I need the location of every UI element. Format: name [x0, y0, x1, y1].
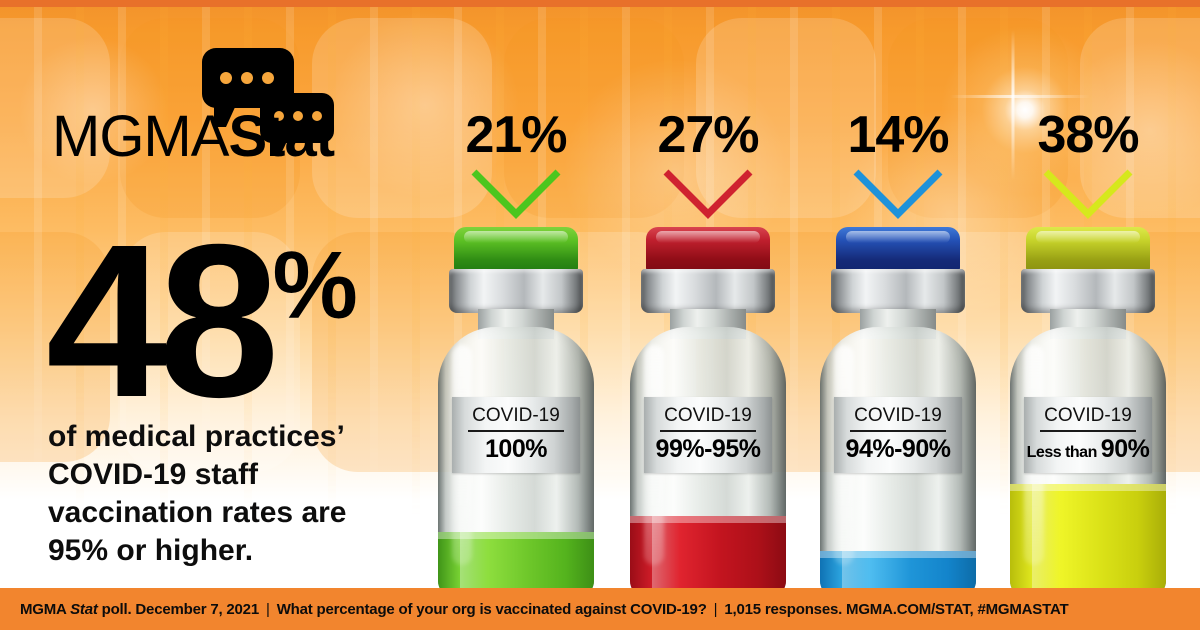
- vial-label-title-2: COVID-19: [664, 404, 752, 426]
- vial-label-divider-1: [468, 429, 564, 432]
- callout-percent-4: 38%: [1037, 106, 1139, 164]
- top-accent-bar: [0, 0, 1200, 7]
- logo-mgma-text: MGMA: [52, 104, 229, 169]
- vial-collar-3: [831, 269, 965, 313]
- vial-label-title-3: COVID-19: [854, 404, 942, 426]
- speech-bubble-large-dots-icon: [220, 72, 274, 84]
- footer-responses: 1,015 responses. MGMA.COM/STAT, #MGMASTA…: [724, 600, 1069, 618]
- vial-label-1: COVID-19 100%: [452, 397, 580, 473]
- vial-cap-3: [836, 227, 960, 273]
- vial-label-divider-3: [850, 429, 946, 432]
- vial-1: COVID-19 100%: [432, 227, 600, 609]
- footer-source-rest: poll. December 7, 2021: [97, 600, 260, 618]
- glow-ray-vertical: [1011, 30, 1015, 180]
- vial-label-value-1: 100%: [485, 434, 547, 466]
- vial-label-value-2: 99%-95%: [655, 434, 761, 466]
- vial-cap-2: [646, 227, 770, 273]
- headline-statistic: 48 %: [46, 200, 358, 443]
- vial-cap-1: [454, 227, 578, 273]
- vial-collar-2: [641, 269, 775, 313]
- vial-label-number-2: 99%-95%: [655, 434, 761, 463]
- callout-percent-3: 14%: [847, 106, 949, 164]
- speech-bubble-small-dots-icon: [274, 111, 322, 121]
- vial-label-2: COVID-19 99%-95%: [644, 397, 772, 473]
- footer-source: MGMA: [20, 600, 71, 618]
- headline-line-2: COVID-19 staff: [48, 458, 259, 491]
- vial-4: COVID-19 Less than 90%: [1004, 227, 1172, 609]
- footer-separator-2: |: [713, 600, 718, 618]
- mgma-stat-logo: MGMAStat: [52, 48, 372, 168]
- vial-label-divider-2: [660, 429, 756, 432]
- footer-question: What percentage of your org is vaccinate…: [276, 600, 707, 618]
- speech-bubble-large-tail-icon: [214, 105, 236, 127]
- vial-collar-1: [449, 269, 583, 313]
- chevron-down-icon-2: [663, 169, 753, 219]
- callout-percent-2: 27%: [657, 106, 759, 164]
- footer-source-italic: Stat: [70, 600, 98, 618]
- vial-label-divider-4: [1040, 429, 1136, 432]
- vial-label-prefix-4: Less than: [1026, 443, 1101, 461]
- callout-vial-3: 14%: [808, 108, 988, 222]
- vial-label-number-4: 90%: [1100, 434, 1150, 463]
- vial-2: COVID-19 99%-95%: [624, 227, 792, 609]
- headline-line-4: 95% or higher.: [48, 534, 254, 567]
- chevron-down-icon-1: [471, 169, 561, 219]
- vial-label-title-4: COVID-19: [1044, 404, 1132, 426]
- chevron-down-icon-4: [1043, 169, 1133, 219]
- vial-label-title-1: COVID-19: [472, 404, 560, 426]
- headline-line-3: vaccination rates are: [48, 496, 347, 529]
- logo-stat-text: Stat: [228, 104, 335, 169]
- footer-bar: MGMA Stat poll. December 7, 2021 | What pe…: [0, 588, 1200, 630]
- callout-vial-4: 38%: [998, 108, 1178, 222]
- vial-3: COVID-19 94%-90%: [814, 227, 982, 609]
- callout-vial-2: 27%: [618, 108, 798, 222]
- callout-vial-1: 21%: [426, 108, 606, 222]
- vial-label-4: COVID-19 Less than 90%: [1024, 397, 1152, 473]
- callout-percent-1: 21%: [465, 106, 567, 164]
- footer-source-line: MGMA Stat poll. December 7, 2021 | What pe…: [0, 600, 1069, 618]
- vial-label-3: COVID-19 94%-90%: [834, 397, 962, 473]
- headline-description: of medical practices’ COVID-19 staff vac…: [48, 418, 448, 570]
- glow-ray-horizontal: [950, 95, 1090, 98]
- chevron-down-icon-3: [853, 169, 943, 219]
- footer-separator-1: |: [265, 600, 270, 618]
- logo-wordmark: MGMAStat: [52, 108, 335, 166]
- vial-cap-4: [1026, 227, 1150, 273]
- speech-bubble-small-tail-icon: [270, 139, 288, 156]
- vial-label-value-4: Less than 90%: [1026, 434, 1150, 466]
- headline-number: 48: [46, 200, 280, 443]
- vial-label-number-1: 100%: [485, 434, 547, 463]
- vial-label-number-3: 94%-90%: [845, 434, 951, 463]
- headline-line-1: of medical practices’: [48, 420, 345, 453]
- headline-percent-symbol: %: [272, 232, 358, 339]
- vial-label-value-3: 94%-90%: [845, 434, 951, 466]
- vial-collar-4: [1021, 269, 1155, 313]
